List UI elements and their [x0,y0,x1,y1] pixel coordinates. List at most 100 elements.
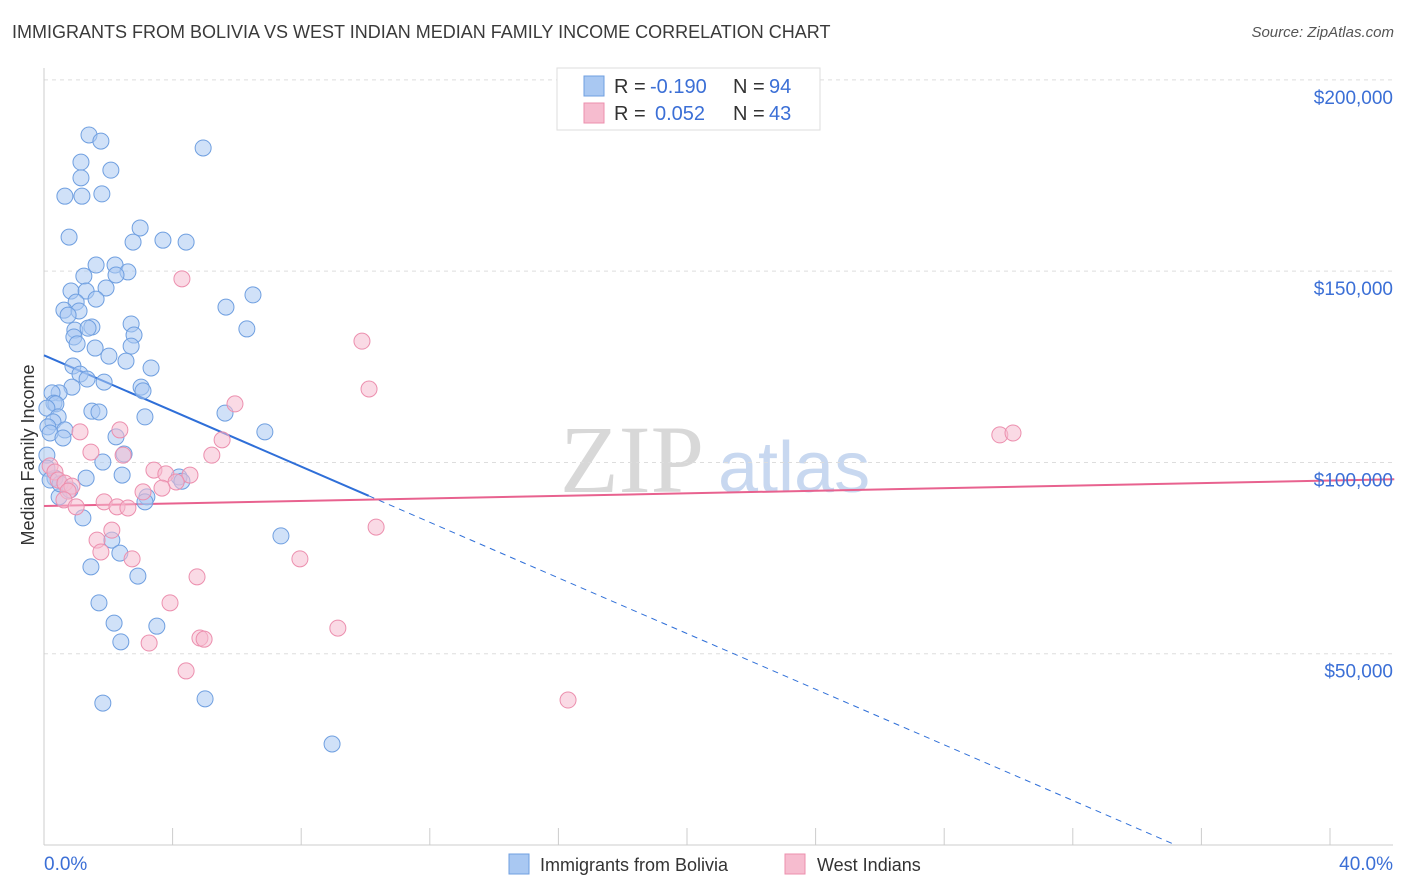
legend-swatch-bolivia[interactable] [508,853,530,875]
series-legend: Immigrants from Bolivia West Indians [508,853,921,875]
trendline-bolivia-extrapolated [368,495,1176,846]
legend-swatch-west-indians[interactable] [784,853,806,875]
point-bolivia [56,187,74,205]
point-bolivia [97,279,115,297]
point-west-indians [103,521,121,539]
legend-swatch-blue [583,75,605,97]
point-bolivia [113,466,131,484]
y-tick-label: $100,000 [1314,470,1393,491]
point-west-indians [226,395,244,413]
r-value: 0.052 [655,103,705,125]
point-bolivia [82,558,100,576]
point-bolivia [124,233,142,251]
y-tick-label: $50,000 [1324,662,1393,683]
point-bolivia [131,219,149,237]
point-bolivia [154,231,172,249]
point-west-indians [188,568,206,586]
n-label: N = [733,76,765,98]
stats-legend: R = -0.190 N = 94 R = 0.052 N = 43 [556,67,821,131]
point-bolivia [92,132,110,150]
point-bolivia [105,614,123,632]
point-west-indians [111,421,129,439]
y-tick-label: $150,000 [1314,279,1393,300]
point-bolivia [77,469,95,487]
legend-swatch-pink [583,102,605,124]
point-bolivia [122,337,140,355]
trendline-west-indians [43,478,1395,508]
legend-label-west-indians[interactable]: West Indians [817,855,921,875]
point-west-indians [353,332,371,350]
point-west-indians [114,446,132,464]
point-bolivia [59,306,77,324]
point-bolivia [87,256,105,274]
point-west-indians [140,634,158,652]
legend-label-bolivia[interactable]: Immigrants from Bolivia [540,855,729,875]
x-tick-label-min: 0.0% [44,854,87,875]
point-bolivia [93,185,111,203]
point-west-indians [161,594,179,612]
point-west-indians [123,550,141,568]
point-bolivia [217,298,235,316]
point-west-indians [203,446,221,464]
point-west-indians [173,270,191,288]
chart-title: IMMIGRANTS FROM BOLIVIA VS WEST INDIAN M… [12,22,831,42]
point-bolivia [94,453,112,471]
point-bolivia [102,161,120,179]
y-tick-label: $200,000 [1314,88,1393,109]
point-bolivia [194,139,212,157]
point-bolivia [94,694,112,712]
watermark-atlas: atlas [718,428,870,508]
point-bolivia [196,690,214,708]
source-label: Source: ZipAtlas.com [1251,24,1394,41]
n-value: 94 [769,76,791,98]
point-west-indians [119,499,137,517]
point-west-indians [559,691,577,709]
point-bolivia [95,373,113,391]
point-west-indians [360,380,378,398]
point-west-indians [71,423,89,441]
point-bolivia [238,320,256,338]
n-label: N = [733,103,765,125]
point-bolivia [73,187,91,205]
point-west-indians [195,630,213,648]
point-west-indians [177,662,195,680]
x-tick-label-max: 40.0% [1339,854,1393,875]
point-west-indians [213,431,231,449]
point-bolivia [72,153,90,171]
point-bolivia [272,527,290,545]
point-bolivia [136,408,154,426]
point-bolivia [134,382,152,400]
point-bolivia [256,423,274,441]
point-west-indians [367,518,385,536]
point-bolivia [75,267,93,285]
point-bolivia [107,266,125,284]
point-west-indians [329,619,347,637]
point-bolivia [112,633,130,651]
point-west-indians [134,483,152,501]
point-west-indians [181,466,199,484]
r-label: R = [614,103,646,125]
point-bolivia [323,735,341,753]
point-bolivia [68,335,86,353]
point-bolivia [90,403,108,421]
point-west-indians [82,443,100,461]
watermark: ZIP [560,406,704,513]
point-bolivia [90,594,108,612]
point-west-indians [153,479,171,497]
point-bolivia [60,228,78,246]
point-bolivia [129,567,147,585]
point-west-indians [167,473,185,491]
point-bolivia [177,233,195,251]
point-bolivia [142,359,160,377]
point-bolivia [100,347,118,365]
point-bolivia [78,370,96,388]
point-bolivia [86,339,104,357]
r-label: R = [614,76,646,98]
point-west-indians [1004,424,1022,442]
r-value: -0.190 [650,76,707,98]
y-axis-title: Median Family Income [18,364,38,545]
n-value: 43 [769,103,791,125]
point-west-indians [92,543,110,561]
